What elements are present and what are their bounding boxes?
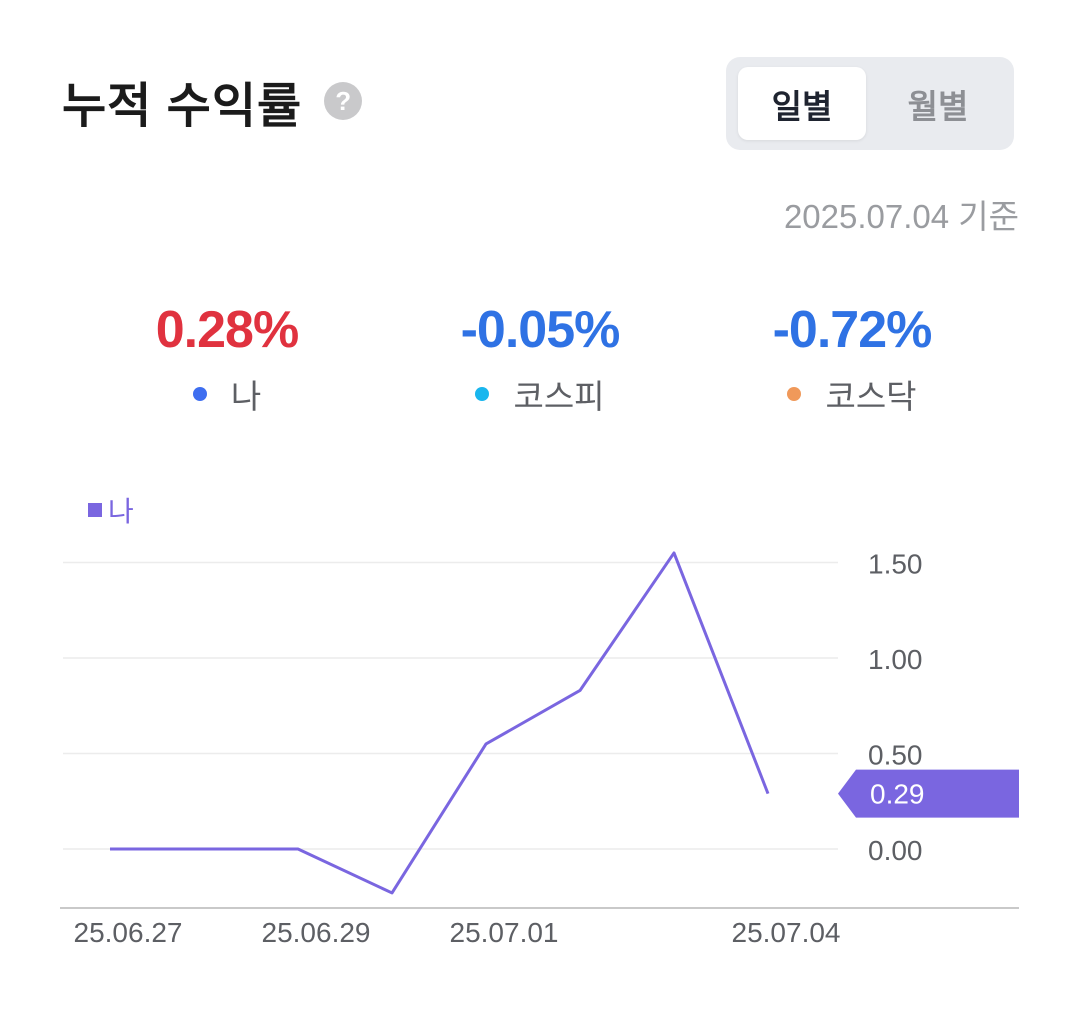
summary-value: 0.28% xyxy=(155,301,299,359)
chart-legend: 나 xyxy=(88,490,134,530)
page-title: 누적 수익률 xyxy=(62,80,303,133)
question-circle-icon[interactable]: ? xyxy=(324,82,363,120)
legend-dot-icon xyxy=(787,387,802,401)
last-value-tag xyxy=(838,769,1019,818)
chart-legend-label: 나 xyxy=(108,496,134,527)
summary-me: 0.28% 나 xyxy=(77,300,377,418)
period-toggle: 일별 월별 xyxy=(726,57,1014,150)
series-line-me xyxy=(110,551,770,895)
header: 누적 수익률 ? xyxy=(62,66,363,136)
x-tick-label: 25.06.27 xyxy=(74,917,183,948)
x-tick-label: 25.07.04 xyxy=(732,917,841,948)
last-value-label: 0.29 xyxy=(870,779,925,810)
y-tick-label: 1.00 xyxy=(868,644,923,675)
legend-square-icon xyxy=(88,503,102,517)
x-tick-label: 25.07.01 xyxy=(450,917,559,948)
as-of-date: 2025.07.04 기준 xyxy=(783,198,1019,235)
summary-value: -0.72% xyxy=(772,301,933,359)
return-summary: 0.28% 나 -0.05% 코스피 -0.72% 코스닥 xyxy=(0,300,1079,430)
x-tick-label: 25.06.29 xyxy=(262,917,371,948)
legend-dot-icon xyxy=(192,387,207,401)
summary-label: 코스닥 xyxy=(825,378,917,415)
monthly-toggle-button[interactable]: 월별 xyxy=(907,87,969,125)
summary-value: -0.05% xyxy=(460,301,621,359)
summary-kospi: -0.05% 코스피 xyxy=(390,300,690,418)
summary-label: 코스피 xyxy=(513,378,605,415)
y-tick-label: 0.50 xyxy=(868,740,923,771)
summary-kosdaq: -0.72% 코스닥 xyxy=(702,300,1002,418)
daily-toggle-button[interactable]: 일별 xyxy=(738,67,866,140)
legend-dot-icon xyxy=(475,387,490,401)
y-tick-label: 1.50 xyxy=(868,549,923,580)
summary-label: 나 xyxy=(230,378,262,415)
y-tick-label: 0.00 xyxy=(868,835,923,866)
